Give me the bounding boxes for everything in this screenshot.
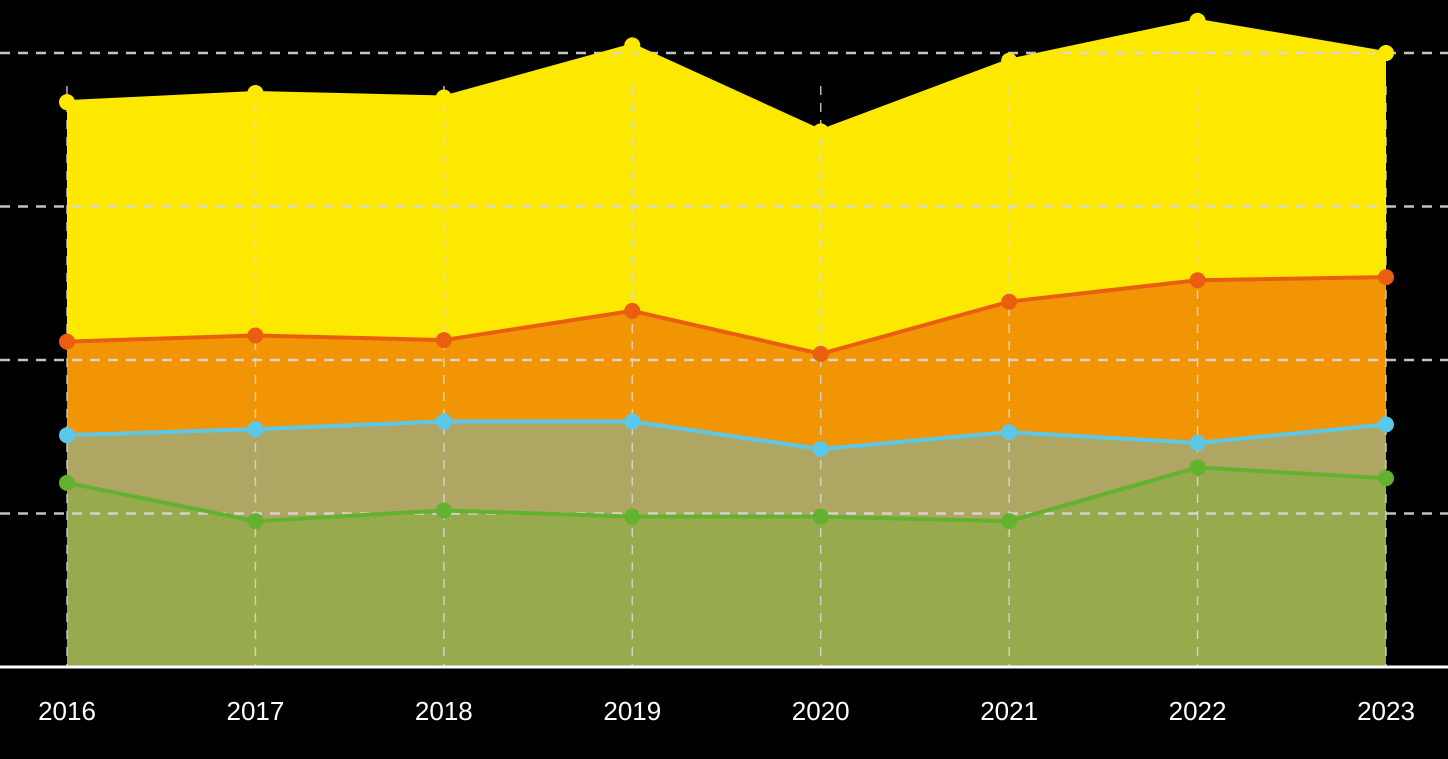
series-orange-point-2017 [247,327,264,344]
x-tick-label-2018: 2018 [415,696,473,726]
series-blue-point-2020 [812,441,829,458]
grid-layer [0,51,1448,667]
series-blue-point-2022 [1189,434,1206,451]
x-tick-label-2022: 2022 [1169,696,1227,726]
x-tick-label-2023: 2023 [1357,696,1415,726]
series-orange-point-2016 [59,333,75,350]
series-green-point-2016 [59,474,75,491]
series-orange-point-2022 [1189,272,1206,289]
series-orange-point-2023 [1378,269,1394,286]
x-tick-label-2020: 2020 [792,696,850,726]
line-layer [65,18,1388,524]
series-green-point-2020 [812,508,829,525]
x-tick-label-2017: 2017 [227,696,285,726]
series-blue-point-2023 [1378,416,1394,433]
series-yellow-point-2023 [1378,45,1394,62]
series-yellow-area [67,20,1386,354]
series-yellow-point-2021 [1001,52,1018,69]
series-yellow-point-2017 [247,84,264,101]
x-tick-label-2019: 2019 [603,696,661,726]
series-green-point-2022 [1189,459,1206,476]
series-yellow-point-2022 [1189,12,1206,29]
series-blue-point-2016 [59,427,75,444]
series-blue-point-2021 [1001,424,1018,441]
series-green-point-2021 [1001,513,1018,530]
area-layer [67,20,1386,667]
series-orange-point-2019 [624,302,641,319]
series-green-line [65,465,1388,524]
series-orange-area [67,277,1386,450]
series-orange-point-2020 [812,345,829,362]
marker-layer [59,12,1394,530]
series-orange-line [65,275,1388,356]
series-blue-point-2017 [247,421,264,438]
series-green-point-2018 [435,502,452,519]
x-tick-label-2021: 2021 [980,696,1038,726]
x-tick-label-2016: 2016 [38,696,96,726]
axis-layer: 2016 2017 2018 2019 2020 2021 2022 2023 [0,665,1448,726]
series-green-area [67,467,1386,667]
series-blue-area [67,421,1386,522]
series-green-point-2023 [1378,470,1394,487]
series-green-point-2019 [624,508,641,525]
series-yellow-line [65,18,1388,134]
series-yellow-point-2019 [624,37,641,54]
series-yellow-point-2016 [59,94,75,111]
series-orange-point-2018 [435,332,452,349]
series-blue-line [65,419,1388,452]
series-blue-point-2018 [435,413,452,430]
series-yellow-point-2020 [812,123,829,140]
series-orange-point-2021 [1001,293,1018,310]
series-yellow-point-2018 [435,89,452,106]
series-green-point-2017 [247,513,264,530]
series-blue-point-2019 [624,413,641,430]
